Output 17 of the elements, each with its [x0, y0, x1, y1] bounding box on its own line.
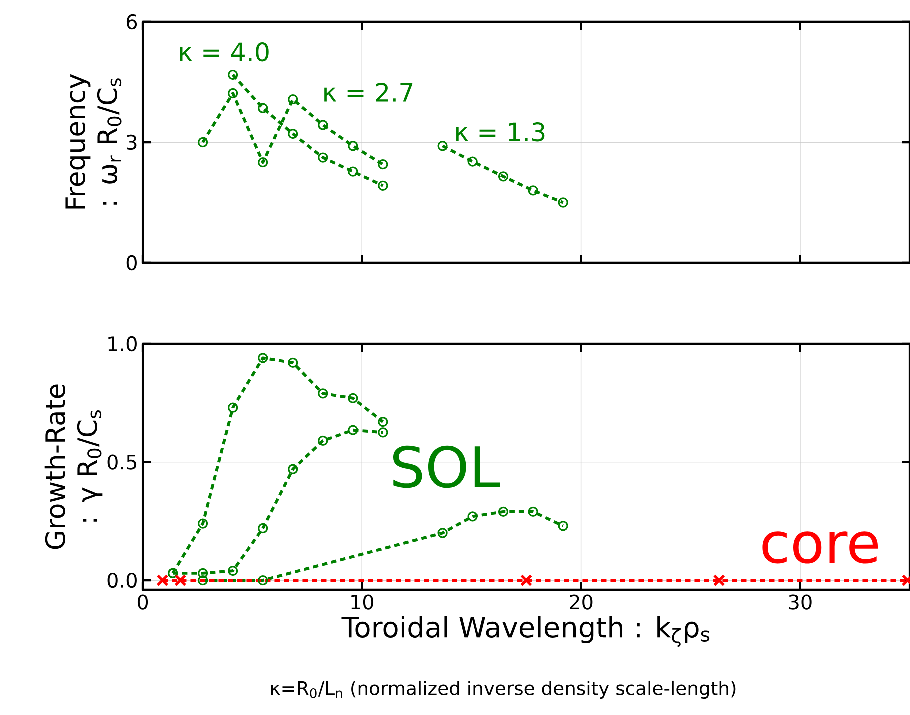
- y-tick-label: 0.5: [108, 454, 137, 470]
- x-axis-title: Toroidal Wavelength : k$_{ζ}$ρ$_{s}$: [342, 616, 710, 648]
- x-tick-label: 0: [138, 594, 148, 610]
- annotation: core: [762, 532, 878, 564]
- annotation: κ = 2.7: [324, 82, 413, 102]
- y-tick-label: 3: [127, 134, 137, 150]
- y-tick-label: 0: [126, 255, 137, 271]
- y-tick-label: 1.0: [108, 336, 137, 352]
- x-tick-label: 30: [789, 594, 812, 610]
- x-tick-label: 10: [352, 594, 374, 610]
- annotation: SOL: [393, 446, 500, 488]
- y-tick-label: 6: [126, 14, 138, 30]
- annotation: κ = 4.0: [180, 42, 269, 62]
- text: κ=R$_{0}$/L$_{n}$ (normalized inverse density scale-length): [272, 680, 736, 700]
- annotation: κ = 1.3: [456, 122, 545, 142]
- y-tick-label: 0.0: [108, 572, 137, 588]
- x-tick-label: 20: [570, 594, 593, 610]
